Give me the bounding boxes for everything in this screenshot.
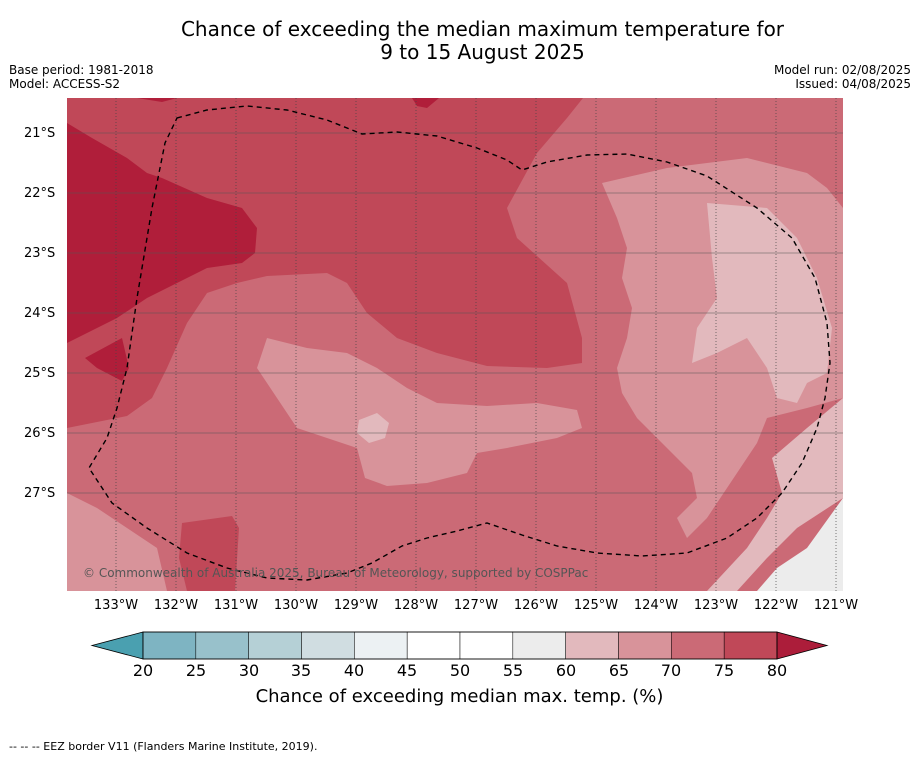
lat-tick-26s: 26°S [24, 426, 56, 441]
title-line-1: Chance of exceeding the median maximum t… [180, 17, 785, 41]
colorbar-bin [195, 631, 249, 660]
colorbar [90, 631, 829, 660]
base-period: Base period: 1981-2018 [9, 63, 154, 77]
colorbar-label-20: 20 [132, 661, 154, 680]
meta-right: Model run: 02/08/2025 Issued: 04/08/2025 [774, 63, 911, 91]
colorbar-over-arrow [776, 631, 829, 660]
colorbar-bin [459, 631, 514, 660]
lat-tick-22s: 22°S [24, 186, 56, 201]
lat-tick-27s: 27°S [24, 486, 56, 501]
colorbar-label-80: 80 [766, 661, 788, 680]
lon-tick-121w: 121°W [813, 598, 859, 613]
meta-left: Base period: 1981-2018 Model: ACCESS-S2 [9, 63, 154, 91]
colorbar-label-70: 70 [660, 661, 682, 680]
colorbar-bin [406, 631, 461, 660]
colorbar-label-25: 25 [185, 661, 207, 680]
probability-map: © Commonwealth of Australia 2025, Bureau… [67, 98, 843, 591]
colorbar-bin [248, 631, 302, 660]
colorbar-bin [671, 631, 725, 660]
lat-tick-25s: 25°S [24, 366, 56, 381]
colorbar-bins [142, 631, 778, 660]
title-line-2: 9 to 15 August 2025 [380, 40, 585, 64]
copyright-text: © Commonwealth of Australia 2025, Bureau… [83, 566, 588, 580]
colorbar-bin [142, 631, 197, 660]
contour-80-plus-north [67, 123, 257, 343]
lon-tick-124w: 124°W [633, 598, 679, 613]
contour-75-80 [67, 98, 583, 428]
lon-tick-130w: 130°W [273, 598, 319, 613]
eez-footnote: -- -- -- EEZ border V11 (Flanders Marine… [9, 740, 318, 753]
colorbar-title: Chance of exceeding median max. temp. (%… [255, 686, 664, 707]
colorbar-label-65: 65 [608, 661, 630, 680]
colorbar-bin [565, 631, 619, 660]
colorbar-label-35: 35 [290, 661, 312, 680]
contour-80-plus-small [85, 338, 129, 381]
colorbar-outline [142, 631, 778, 660]
contour-65-70-southwest [67, 493, 167, 591]
colorbar-label-50: 50 [449, 661, 471, 680]
contour-80-plus-top [137, 98, 439, 108]
lon-tick-127w: 127°W [453, 598, 499, 613]
colorbar-label-55: 55 [502, 661, 524, 680]
model-name: Model: ACCESS-S2 [9, 77, 121, 91]
colorbar-label-75: 75 [713, 661, 735, 680]
contour-75-80-southwest [179, 516, 239, 591]
contour-55-60-southeast [757, 498, 843, 591]
lon-tick-131w: 131°W [213, 598, 259, 613]
lon-tick-133w: 133°W [93, 598, 139, 613]
colorbar-label-30: 30 [238, 661, 260, 680]
lat-tick-23s: 23°S [24, 246, 56, 261]
lon-tick-128w: 128°W [393, 598, 439, 613]
colorbar-bin [354, 631, 408, 660]
lon-tick-123w: 123°W [693, 598, 739, 613]
colorbar-bin [618, 631, 672, 660]
contour-65-70-central [257, 338, 582, 486]
contour-60-65-southeast [707, 398, 843, 591]
lon-tick-126w: 126°W [513, 598, 559, 613]
issued-date: Issued: 04/08/2025 [795, 77, 911, 91]
colorbar-bin [301, 631, 355, 660]
model-run: Model run: 02/08/2025 [773, 63, 911, 77]
colorbar-label-45: 45 [396, 661, 418, 680]
colorbar-bin [723, 631, 778, 660]
lon-tick-125w: 125°W [573, 598, 619, 613]
colorbar-under-arrow [90, 631, 144, 660]
chart-title: Chance of exceeding the median maximum t… [0, 18, 919, 64]
colorbar-bin [512, 631, 566, 660]
graticule [67, 98, 843, 591]
lon-tick-129w: 129°W [333, 598, 379, 613]
lat-tick-21s: 21°S [24, 126, 56, 141]
contour-60-65-blob [357, 413, 389, 443]
colorbar-label-60: 60 [555, 661, 577, 680]
lat-tick-24s: 24°S [24, 306, 56, 321]
colorbar-label-40: 40 [343, 661, 365, 680]
lon-tick-132w: 132°W [153, 598, 199, 613]
lon-tick-122w: 122°W [753, 598, 799, 613]
